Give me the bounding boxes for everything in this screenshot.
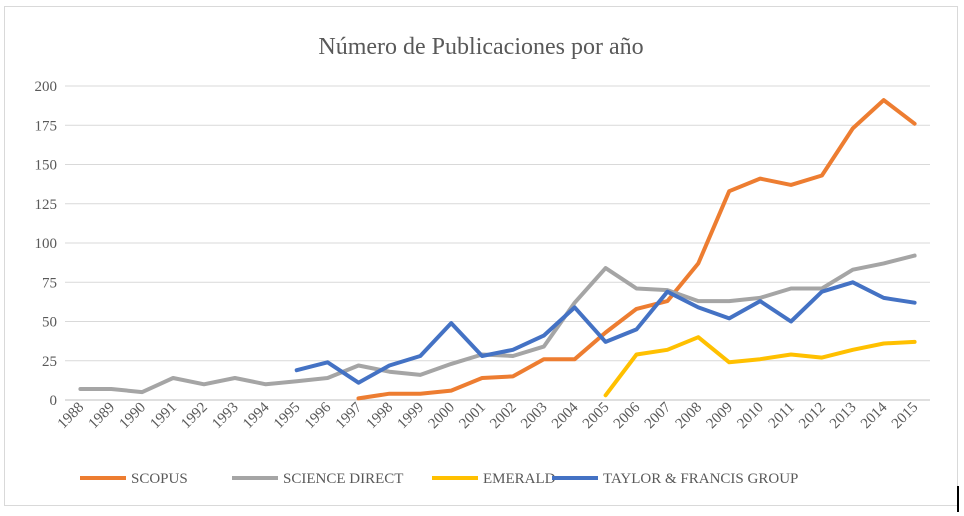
x-tick-label: 1992 [178, 400, 211, 433]
series-line-emerald [603, 335, 917, 398]
x-tick-label: 2011 [766, 400, 798, 432]
x-tick-label: 2014 [858, 399, 891, 432]
x-tick-label: 2003 [518, 400, 551, 433]
x-tick-label: 1996 [302, 399, 335, 432]
x-tick-label: 1993 [209, 400, 242, 433]
chart-frame: Número de Publicaciones por año 0 25 50 75 1… [4, 6, 958, 506]
y-tick-label: 50 [42, 315, 57, 331]
series-line-science-direct [78, 253, 917, 395]
x-tick-label: 2009 [703, 400, 736, 433]
y-tick-label: 75 [42, 275, 57, 291]
x-tick-label: 2006 [611, 399, 644, 432]
legend: SCOPUS SCIENCE DIRECT EMERALD TAYLOR & FRAN… [80, 471, 798, 487]
y-tick-label: 125 [35, 197, 58, 213]
y-tick-label: 100 [35, 236, 58, 252]
series-line-taylor-francis-group [294, 280, 917, 385]
x-tick-label: 1989 [86, 400, 119, 433]
x-tick-label: 1999 [395, 400, 428, 433]
x-tick-label: 2013 [827, 400, 860, 433]
y-tick-label: 25 [42, 354, 57, 370]
y-tick-label: 150 [35, 158, 58, 174]
x-tick-label: 2010 [734, 400, 767, 433]
x-tick-label: 1997 [333, 399, 366, 432]
x-tick-label: 1988 [55, 400, 88, 433]
legend-label-science-direct: SCIENCE DIRECT [283, 471, 403, 487]
y-tick-label: 0 [50, 393, 58, 409]
series-line-scopus [356, 98, 917, 401]
x-tick-label: 1994 [240, 399, 273, 432]
x-tick-label: 2004 [549, 399, 582, 432]
x-tick-label: 1998 [364, 400, 397, 433]
chart-title: Número de Publicaciones por año [318, 34, 643, 60]
y-tick-label: 175 [35, 118, 58, 134]
legend-label-scopus: SCOPUS [131, 471, 188, 487]
gridlines [65, 85, 930, 401]
series-lines [78, 98, 917, 401]
x-tick-label: 1995 [271, 400, 304, 433]
text-cursor-mark [957, 486, 959, 512]
legend-label-emerald: EMERALD [483, 471, 556, 487]
y-axis-ticks: 0 25 50 75 100 125 150 175 200 [35, 79, 58, 409]
legend-label-taylor-francis-group: TAYLOR & FRANCIS GROUP [603, 471, 798, 487]
x-tick-label: 1991 [147, 400, 180, 433]
x-tick-label: 1990 [117, 400, 150, 433]
x-tick-label: 2012 [796, 400, 829, 433]
x-tick-label: 2002 [487, 400, 520, 433]
x-tick-label: 2000 [425, 400, 458, 433]
x-tick-label: 2008 [673, 400, 706, 433]
line-chart: Número de Publicaciones por año 0 25 50 75 1… [35, 34, 930, 487]
y-tick-label: 200 [35, 79, 58, 95]
x-tick-label: 2007 [642, 399, 675, 432]
x-tick-label: 2005 [580, 400, 613, 433]
x-tick-label: 2015 [889, 400, 922, 433]
x-axis-ticks: 1988198919901991199219931994199519961997… [55, 399, 922, 432]
x-tick-label: 2001 [456, 400, 489, 433]
